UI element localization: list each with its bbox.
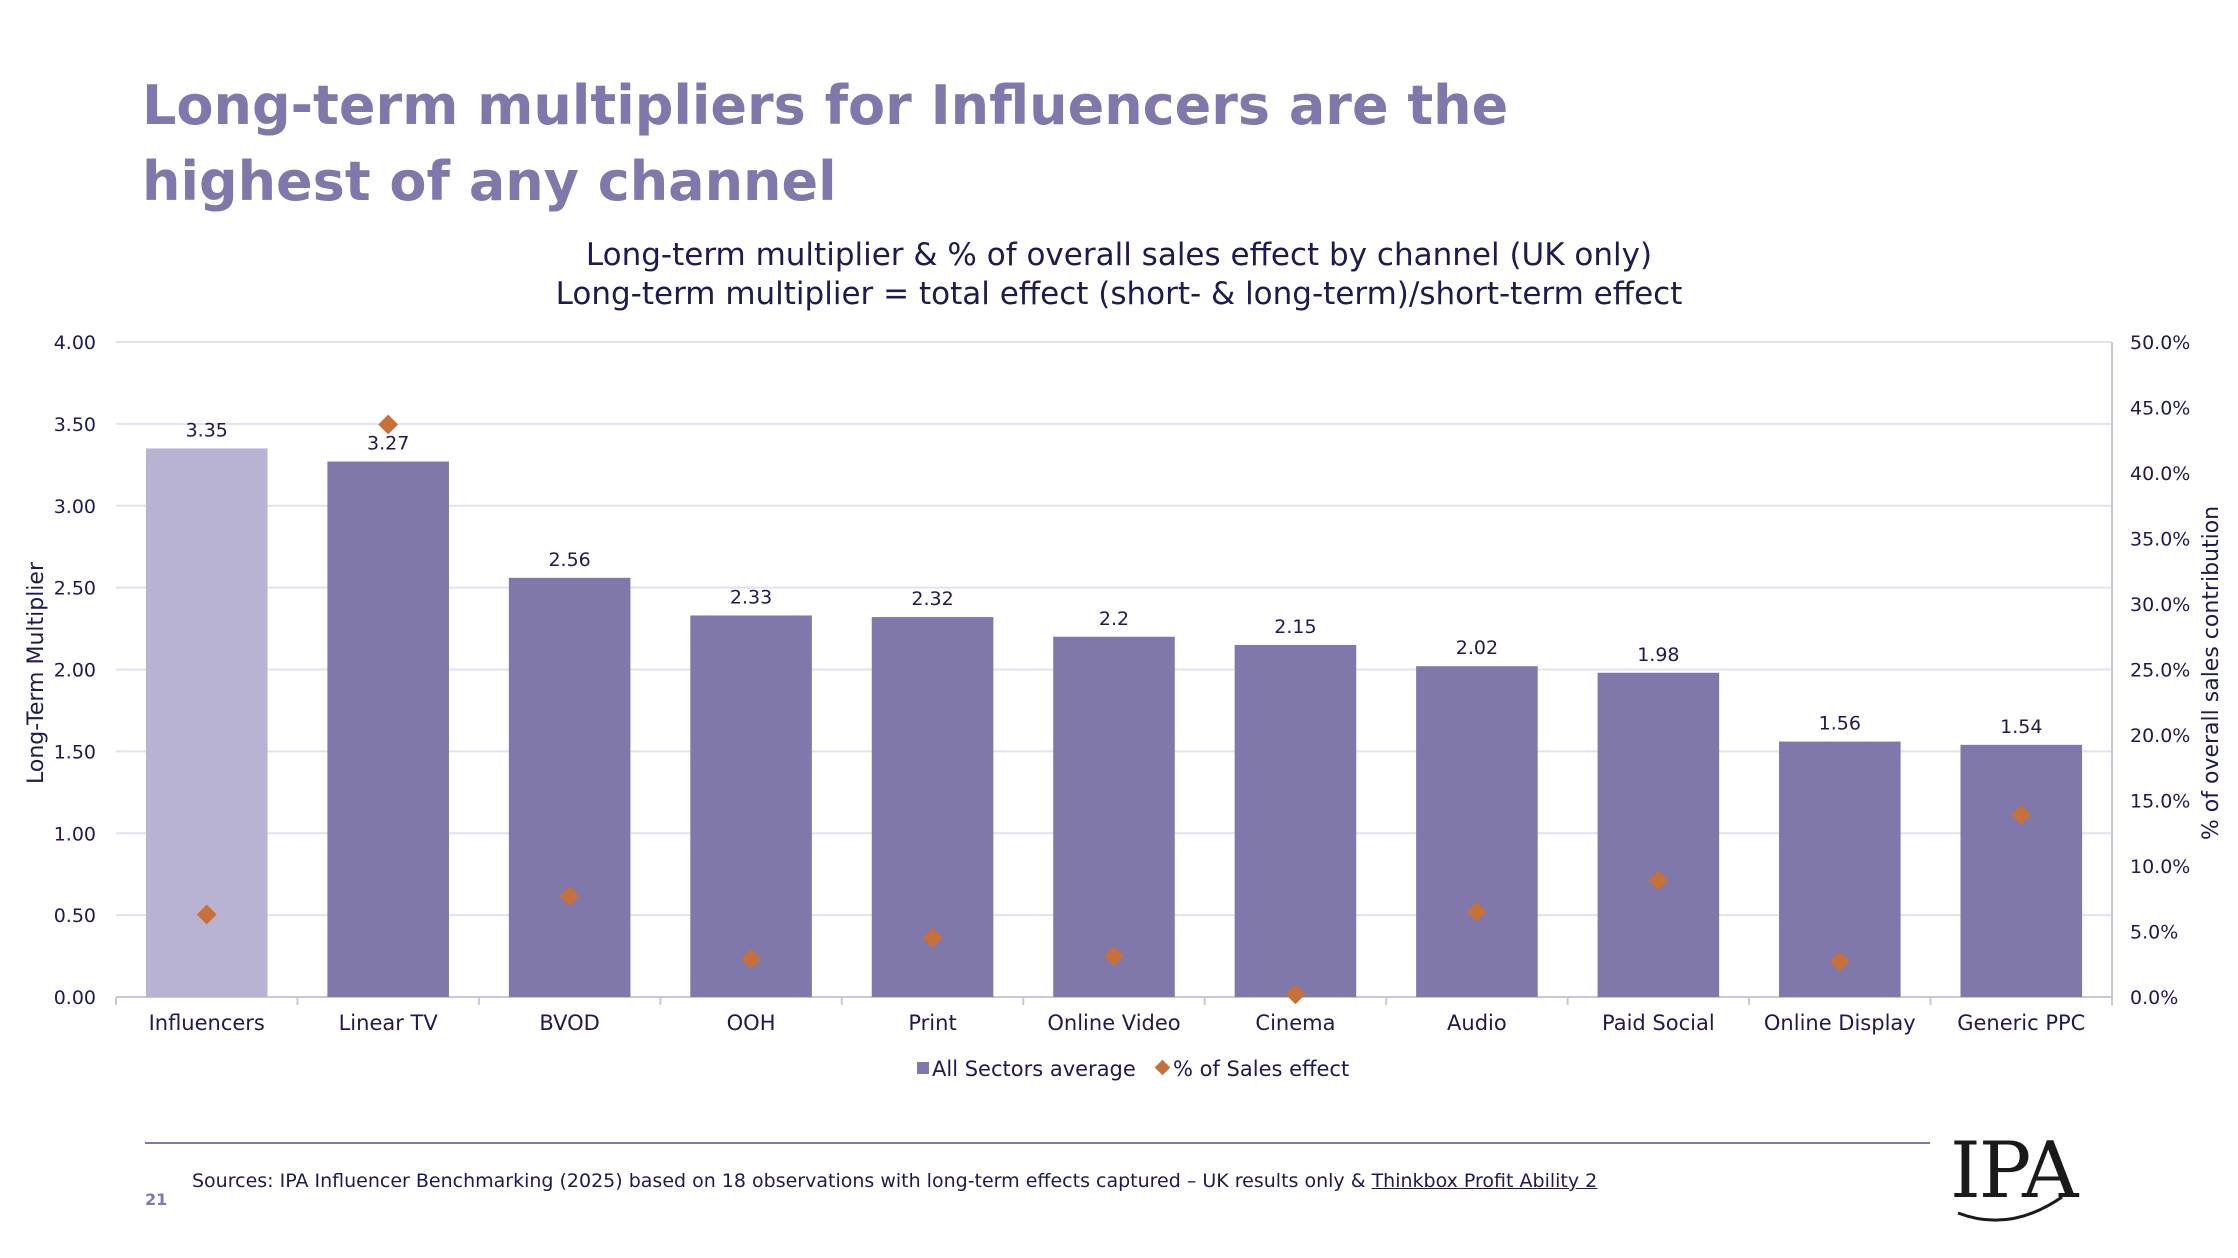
left-tick-label: 2.00	[54, 660, 96, 682]
left-tick-label: 2.50	[54, 578, 96, 600]
bar	[1416, 666, 1538, 997]
page-number: 21	[145, 1190, 168, 1209]
bar-value-label: 3.27	[367, 433, 409, 455]
markers	[196, 414, 2032, 1005]
right-tick-label: 15.0%	[2130, 791, 2190, 813]
sales-effect-marker	[1829, 951, 1850, 972]
sales-effect-marker	[1104, 946, 1124, 967]
sales-effect-marker	[378, 414, 399, 435]
sales-effect-marker	[1285, 984, 1306, 1005]
chart-subtitle-line-1: Long-term multiplier & % of overall sale…	[585, 237, 1653, 273]
left-tick-label: 3.00	[54, 496, 96, 518]
bar-value-label: 2.33	[730, 586, 772, 608]
category-label: Print	[908, 1011, 956, 1035]
right-axis-ticks: 0.0% 5.0% 10.0% 15.0% 20.0% 25.0% 30.0% 35.0% 40…	[2130, 332, 2190, 1009]
category-label: Online Video	[1047, 1011, 1180, 1035]
category-label: Linear TV	[339, 1011, 439, 1035]
bar-value-label: 2.56	[548, 549, 590, 571]
category-label: Generic PPC	[1957, 1011, 2085, 1035]
bar	[1053, 636, 1175, 997]
legend-swatch-bars	[917, 1062, 929, 1074]
bar-value-label: 2.32	[911, 588, 953, 610]
category-label: Paid Social	[1602, 1011, 1715, 1035]
right-tick-label: 25.0%	[2130, 660, 2190, 682]
bar	[690, 615, 812, 997]
legend: All Sectors average % of Sales effect	[917, 1057, 1349, 1081]
sales-effect-marker	[1467, 901, 1487, 922]
category-label: OOH	[727, 1011, 776, 1035]
left-tick-label: 4.00	[54, 332, 96, 354]
bar-value-label: 2.15	[1274, 616, 1316, 638]
right-tick-label: 50.0%	[2130, 332, 2190, 354]
right-tick-label: 5.0%	[2130, 922, 2178, 944]
category-labels: Influencers Linear TV BVOD OOH Print Online V…	[149, 1011, 2086, 1035]
bar	[1960, 744, 2083, 997]
category-label: Cinema	[1255, 1011, 1335, 1035]
legend-label-bars: All Sectors average	[932, 1057, 1136, 1081]
legend-label-markers: % of Sales effect	[1173, 1057, 1349, 1081]
right-tick-label: 0.0%	[2130, 987, 2178, 1009]
bar-value-label: 3.35	[186, 419, 228, 441]
bar-value-label: 2.02	[1456, 637, 1498, 659]
left-tick-label: 0.00	[54, 987, 96, 1009]
category-label: BVOD	[539, 1011, 599, 1035]
left-tick-label: 0.50	[54, 905, 96, 927]
left-axis-ticks: 0.00 0.50 1.00 1.50 2.00 2.50 3.00 3.50 4.00	[54, 332, 96, 1009]
right-tick-label: 20.0%	[2130, 725, 2190, 747]
right-tick-label: 45.0%	[2130, 398, 2190, 420]
sales-effect-marker	[2011, 805, 2032, 825]
bars	[145, 448, 2083, 998]
category-label: Influencers	[149, 1011, 265, 1035]
sales-effect-marker	[922, 928, 943, 948]
right-tick-label: 40.0%	[2130, 463, 2190, 485]
category-label: Audio	[1447, 1011, 1507, 1035]
bar-value-label: 1.98	[1637, 644, 1679, 666]
bar	[1597, 672, 1720, 997]
left-tick-label: 1.00	[54, 823, 96, 845]
data-labels: 3.35 3.27 2.56 2.33 2.32 2.2 2.15 2.02 1.98 1.56 1…	[186, 419, 2043, 737]
bar-value-label: 2.2	[1099, 608, 1129, 630]
chart-subtitle-line-2: Long-term multiplier = total effect (sho…	[555, 276, 1683, 312]
sources-note: Sources: IPA Influencer Benchmarking (20…	[192, 1170, 1597, 1192]
legend-swatch-markers	[1154, 1059, 1171, 1076]
right-axis-title: % of overall sales contribution	[2199, 506, 2224, 840]
page-title: Long-term multipliers for Influencers ar…	[142, 74, 1509, 213]
sources-link[interactable]: Thinkbox Profit Ability 2	[1371, 1170, 1598, 1192]
sources-text: Sources: IPA Influencer Benchmarking (20…	[192, 1170, 1372, 1192]
bar	[1234, 644, 1357, 997]
sales-effect-marker	[741, 949, 761, 969]
left-tick-label: 3.50	[54, 414, 96, 436]
right-tick-label: 35.0%	[2130, 529, 2190, 551]
bar-value-label: 1.54	[2000, 716, 2042, 738]
bar	[508, 577, 631, 997]
bar-value-label: 1.56	[1819, 713, 1861, 735]
left-axis-title: Long-Term Multiplier	[24, 561, 49, 784]
sales-effect-marker	[559, 886, 580, 907]
category-label: Online Display	[1764, 1011, 1916, 1035]
ipa-logo: IPA	[1950, 1125, 2110, 1225]
left-tick-label: 1.50	[54, 741, 96, 763]
sales-effect-marker	[1648, 870, 1669, 891]
footer-divider	[145, 1142, 1930, 1144]
bar	[327, 461, 449, 998]
right-tick-label: 10.0%	[2130, 856, 2190, 878]
right-tick-label: 30.0%	[2130, 594, 2190, 616]
